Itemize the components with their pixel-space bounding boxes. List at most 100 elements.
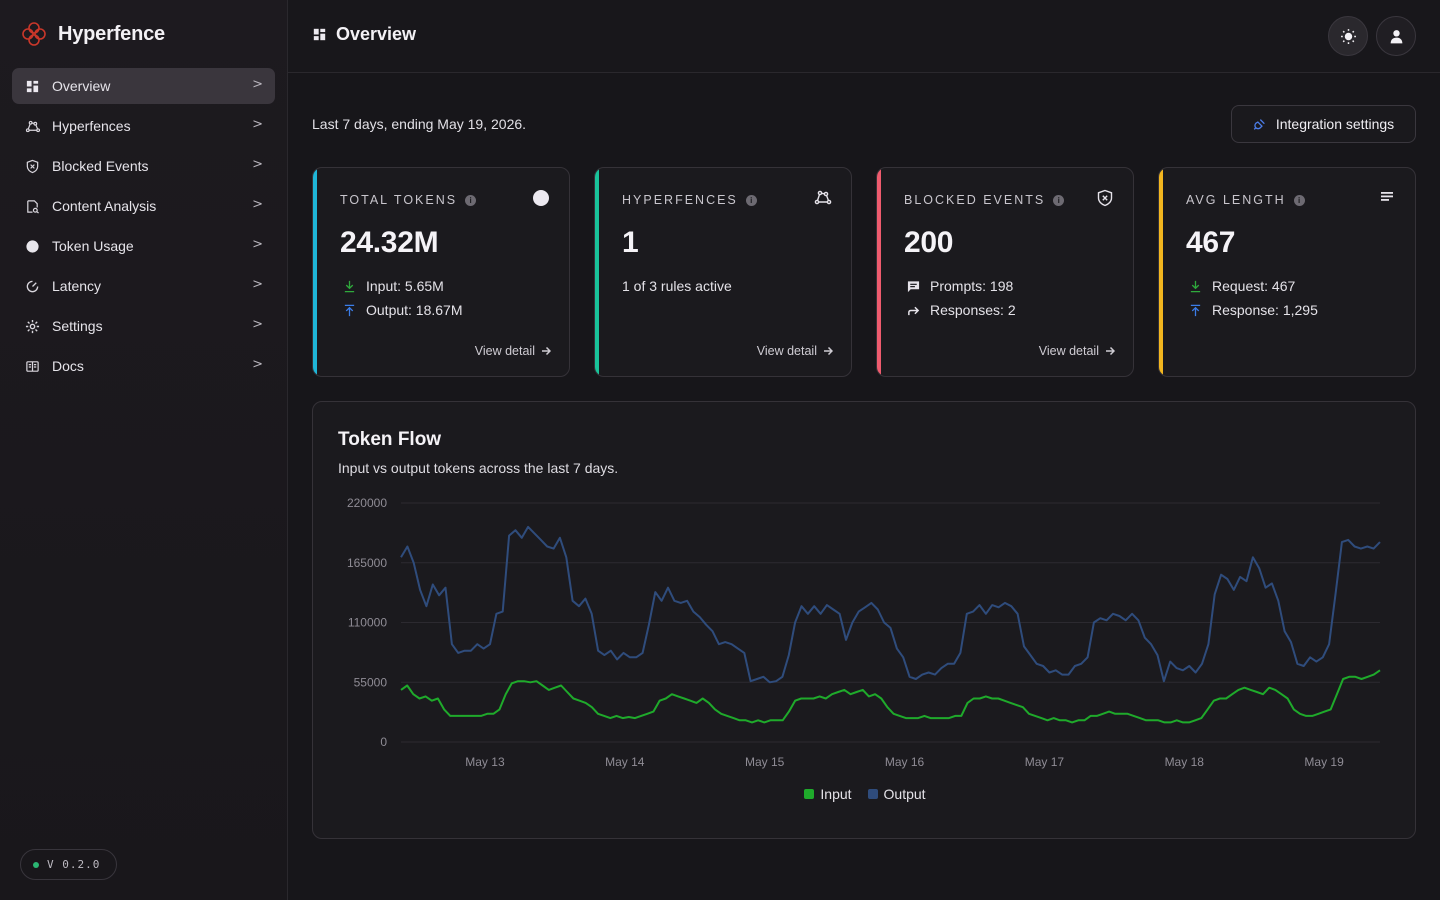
view-detail-link[interactable]: View detail [475, 344, 551, 358]
series-line-input [400, 669, 1381, 724]
sidebar-item-label: Latency [52, 278, 102, 294]
user-icon [1390, 29, 1402, 43]
card-row-text: Response: 1,295 [1212, 302, 1318, 318]
plug-icon [1253, 118, 1265, 130]
card-row-text: Output: 18.67M [366, 302, 463, 318]
sidebar-item-label: Overview [52, 78, 111, 94]
top-header: Overview [288, 0, 1440, 73]
card-row-text: Prompts: 198 [930, 278, 1014, 294]
card-row-response: Response: 1,295 [1189, 302, 1318, 318]
shield-icon [24, 158, 40, 174]
theme-toggle-button[interactable] [1328, 16, 1368, 56]
sidebar-item-token-usage[interactable]: Token Usage > [12, 228, 275, 264]
text-lines-icon [1377, 188, 1397, 208]
integration-settings-button[interactable]: Integration settings [1231, 105, 1416, 143]
legend-swatch [867, 789, 878, 799]
card-label-text: TOTAL TOKENS [340, 193, 458, 207]
sidebar-item-label: Hyperfences [52, 118, 131, 134]
sidebar: Hyperfence Overview > Hyperfences > Bloc… [0, 0, 288, 900]
chevron-right-icon: > [252, 117, 263, 132]
view-detail-text: View detail [1038, 344, 1099, 358]
sidebar-item-docs[interactable]: Docs > [12, 348, 275, 384]
brand[interactable]: Hyperfence [20, 20, 165, 48]
book-icon [24, 358, 40, 374]
card-row-text: Responses: 2 [930, 302, 1016, 318]
sidebar-nav: Overview > Hyperfences > Blocked Events … [12, 68, 275, 388]
chart-legend: Input Output [313, 786, 1417, 802]
sidebar-item-label: Token Usage [52, 238, 134, 254]
info-icon[interactable]: i [465, 194, 477, 206]
chevron-right-icon: > [252, 357, 263, 372]
sidebar-item-content-analysis[interactable]: Content Analysis > [12, 188, 275, 224]
y-tick-label: 0 [380, 735, 387, 749]
arrow-right-icon [542, 346, 551, 356]
message-icon [907, 280, 920, 292]
forward-icon [908, 306, 920, 315]
app-name: Hyperfence [58, 22, 165, 45]
arrow-right-icon [824, 346, 833, 356]
sidebar-item-latency[interactable]: Latency > [12, 268, 275, 304]
legend-item-output[interactable]: Output [867, 786, 926, 802]
legend-label: Input [820, 786, 852, 802]
x-tick-label: May 13 [465, 755, 505, 769]
fence-icon [24, 118, 40, 134]
shield-icon [1095, 188, 1115, 208]
info-icon[interactable]: i [1053, 194, 1065, 206]
chevron-right-icon: > [252, 197, 263, 212]
view-detail-link[interactable]: View detail [757, 344, 833, 358]
chevron-right-icon: > [252, 237, 263, 252]
card-label: TOTAL TOKENS i [340, 193, 477, 207]
grid-icon [24, 78, 40, 94]
arrow-right-icon [1106, 346, 1115, 356]
card-value: 467 [1186, 226, 1236, 259]
gauge-icon [24, 278, 40, 294]
sidebar-item-overview[interactable]: Overview > [12, 68, 275, 104]
chevron-right-icon: > [252, 317, 263, 332]
card-label: AVG LENGTH i [1186, 193, 1305, 207]
token-flow-chart[interactable]: 220000 165000 110000 55000 0 May 13 May 14 May … [313, 482, 1417, 802]
sidebar-item-settings[interactable]: Settings > [12, 308, 275, 344]
legend-item-input[interactable]: Input [804, 786, 852, 802]
card-row-prompts: Prompts: 198 [907, 278, 1013, 294]
version-text: V 0.2.0 [47, 858, 101, 871]
legend-swatch [804, 789, 815, 799]
sidebar-item-hyperfences[interactable]: Hyperfences > [12, 108, 275, 144]
sidebar-item-blocked-events[interactable]: Blocked Events > [12, 148, 275, 184]
sidebar-item-label: Content Analysis [52, 198, 157, 214]
download-arrow-icon [344, 280, 355, 292]
sidebar-item-label: Blocked Events [52, 158, 149, 174]
x-tick-label: May 17 [1025, 755, 1065, 769]
view-detail-text: View detail [756, 344, 817, 358]
info-icon[interactable]: i [745, 194, 757, 206]
x-tick-label: May 16 [885, 755, 925, 769]
version-badge: V 0.2.0 [20, 849, 117, 880]
card-accent-bar [313, 168, 317, 376]
integration-settings-label: Integration settings [1275, 116, 1395, 132]
y-tick-label: 110000 [348, 616, 387, 630]
view-detail-link[interactable]: View detail [1039, 344, 1115, 358]
y-tick-label: 55000 [354, 675, 388, 689]
x-tick-label: May 15 [745, 755, 785, 769]
series-line-output [400, 525, 1381, 684]
card-row-request: Request: 467 [1189, 278, 1295, 294]
total-tokens-card: TOTAL TOKENS i 24.32M Input: 5.65M Output… [312, 167, 570, 377]
chevron-right-icon: > [252, 77, 263, 92]
sidebar-item-label: Docs [52, 358, 84, 374]
x-tick-label: May 19 [1304, 755, 1344, 769]
page-title: Overview [313, 24, 416, 45]
grid-icon [313, 28, 326, 41]
x-tick-label: May 18 [1165, 755, 1205, 769]
card-row-text: Request: 467 [1212, 278, 1296, 294]
info-icon[interactable]: i [1293, 194, 1305, 206]
status-dot-icon [33, 861, 39, 868]
chart-title: Token Flow [338, 429, 442, 450]
card-accent-bar [877, 168, 881, 376]
chevron-right-icon: > [252, 157, 263, 172]
card-row-output: Output: 18.67M [343, 302, 463, 318]
document-scan-icon [24, 198, 40, 214]
chart-subtitle: Input vs output tokens across the last 7… [338, 460, 619, 476]
fence-icon [813, 188, 833, 208]
user-menu-button[interactable] [1376, 16, 1416, 56]
card-label: BLOCKED EVENTS i [904, 193, 1065, 207]
circle-icon [24, 238, 40, 254]
